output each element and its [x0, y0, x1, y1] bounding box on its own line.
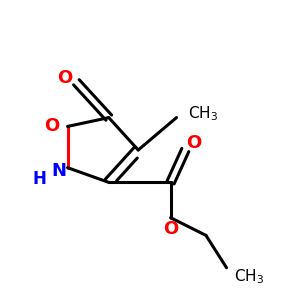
Text: CH$_3$: CH$_3$: [188, 104, 218, 122]
Text: O: O: [44, 117, 59, 135]
Text: CH$_3$: CH$_3$: [234, 267, 264, 286]
Text: N: N: [51, 162, 66, 180]
Text: O: O: [187, 134, 202, 152]
Text: H: H: [33, 170, 46, 188]
Text: O: O: [57, 69, 72, 87]
Text: O: O: [163, 220, 178, 238]
